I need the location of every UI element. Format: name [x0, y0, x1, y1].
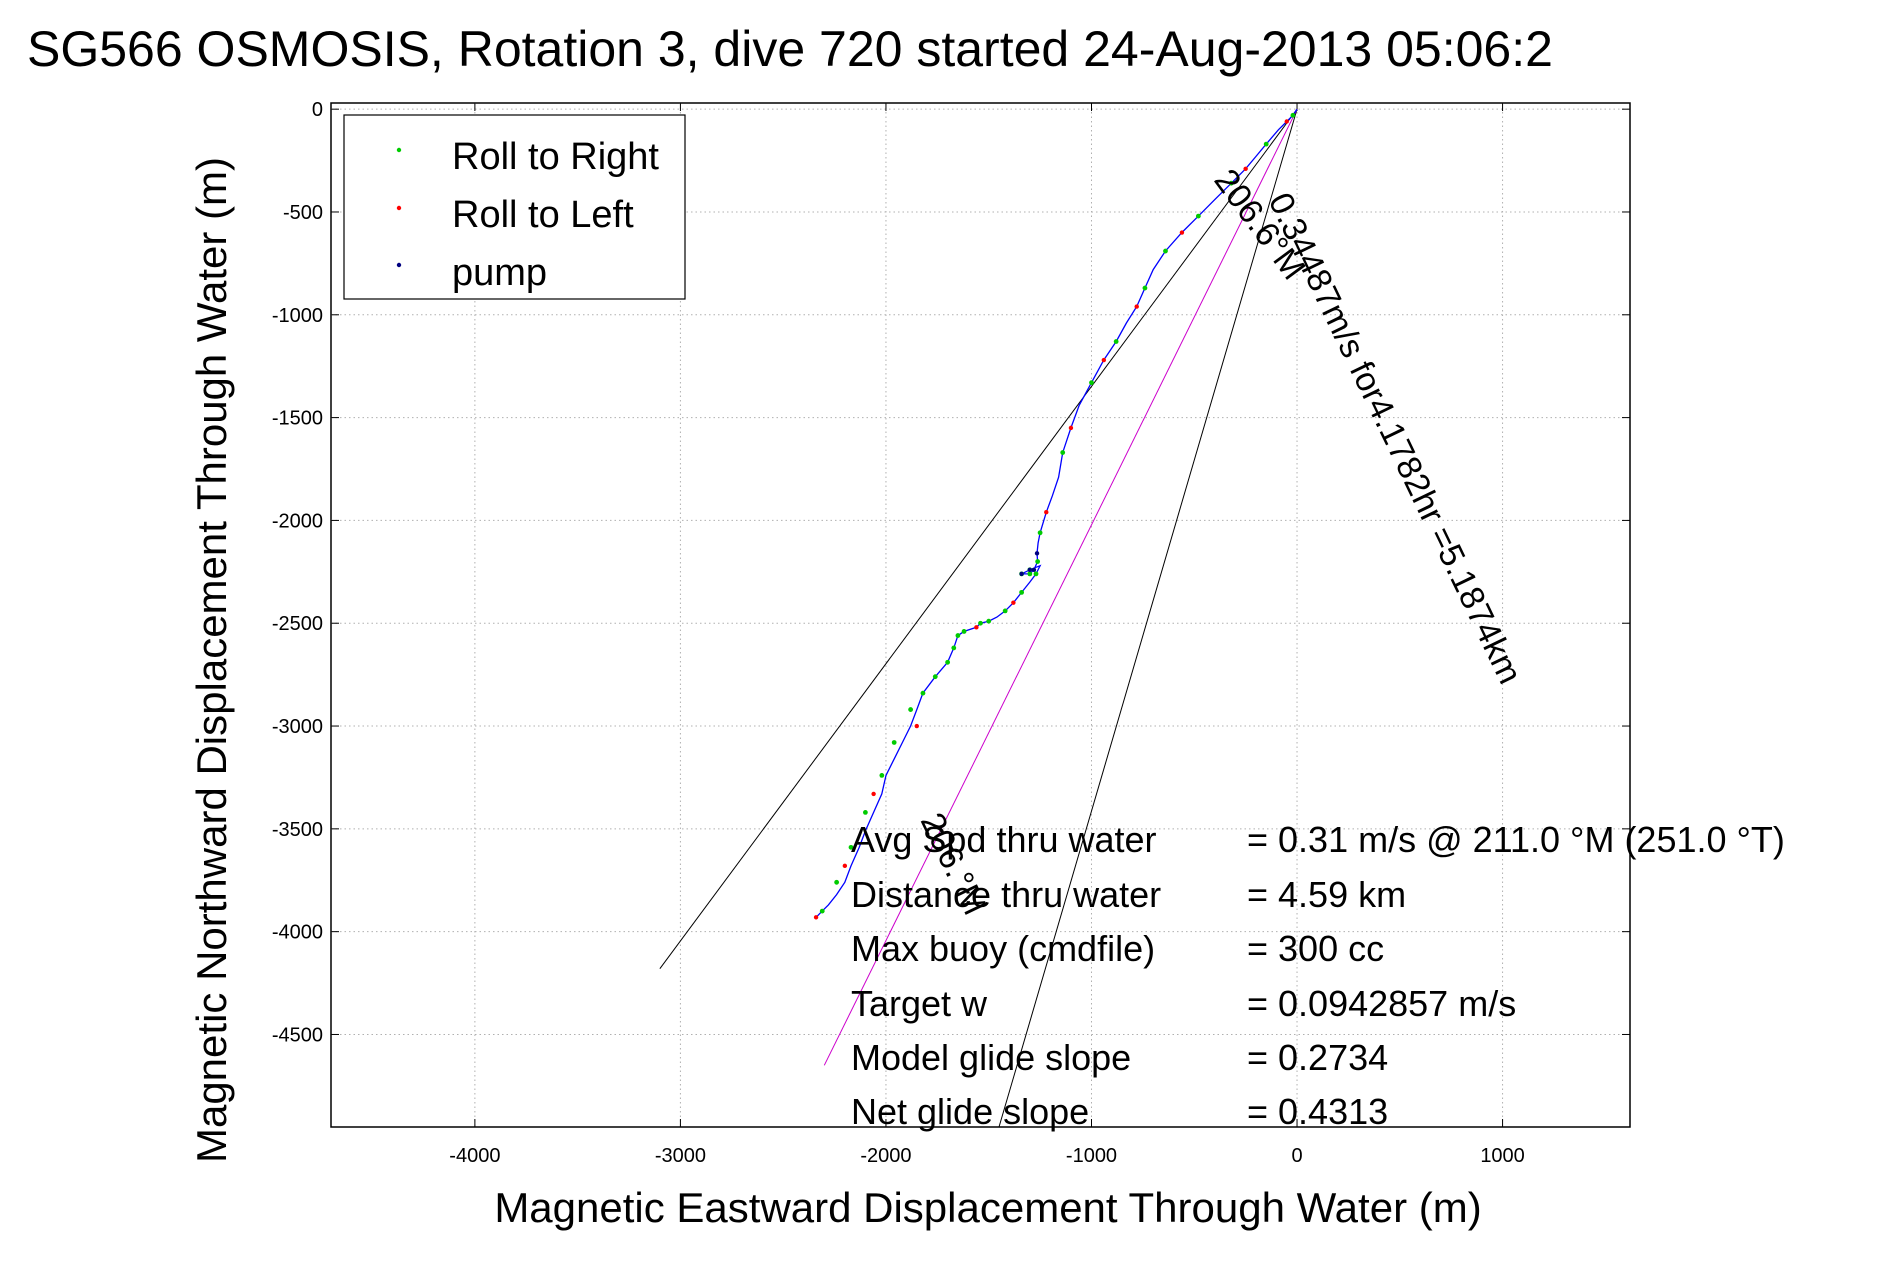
- stat-label-target-w: Target w: [851, 983, 988, 1024]
- pump-point: [1031, 567, 1037, 572]
- roll-right-point: [1060, 450, 1066, 455]
- y-tick-label: -1500: [272, 408, 323, 430]
- x-axis-ticks: -4000 -3000 -2000 -1000 0 1000: [449, 103, 1525, 1167]
- roll-right-point: [961, 629, 967, 634]
- y-tick-label: -3500: [272, 819, 323, 841]
- roll-left-point: [1068, 425, 1074, 431]
- stat-label-avg-speed: Avg Spd thru water: [851, 819, 1157, 860]
- stat-label-net-glide-slope: Net glide slope: [851, 1091, 1089, 1132]
- x-tick-label: 1000: [1480, 1145, 1525, 1167]
- roll-left-point: [871, 791, 876, 797]
- y-tick-label: -2500: [272, 613, 323, 635]
- y-tick-label: -4000: [272, 922, 323, 944]
- pump-point: [1034, 551, 1040, 556]
- y-axis-ticks: 0 -500 -1000 -1500 -2000 -2500 -3000 -3500 -4000…: [272, 99, 1630, 1046]
- roll-right-point: [908, 707, 914, 712]
- y-tick-label: -3000: [272, 716, 323, 738]
- reference-line-3: [823, 108, 1298, 1066]
- roll-right-point: [1290, 112, 1296, 118]
- roll-right-point: [879, 772, 885, 778]
- legend-label-pump: pump: [452, 252, 547, 294]
- roll-right-point: [1019, 589, 1025, 595]
- x-tick-label: -3000: [655, 1145, 706, 1167]
- track: [815, 108, 1298, 918]
- roll-right-point: [834, 879, 840, 885]
- y-tick-label: -1000: [272, 305, 323, 327]
- stats-panel: Avg Spd thru water = 0.31 m/s @ 211.0 °M…: [851, 819, 1785, 1132]
- reference-lines: [659, 108, 1298, 1128]
- roll-right-point: [1263, 141, 1269, 147]
- roll-right-point: [1195, 213, 1201, 219]
- roll-right-point: [978, 620, 983, 626]
- legend-marker-roll-right: [396, 147, 402, 153]
- reference-line-2: [998, 109, 1298, 1128]
- reference-line-1: [659, 108, 1298, 969]
- pump-point: [1019, 571, 1024, 577]
- stat-value-distance: = 4.59 km: [1247, 874, 1406, 915]
- roll-left-point: [842, 863, 848, 869]
- legend: Roll to Right Roll to Left pump: [343, 114, 686, 300]
- roll-left-point: [1134, 304, 1139, 309]
- track-line: [815, 108, 1298, 918]
- stat-label-max-buoy: Max buoy (cmdfile): [851, 928, 1155, 969]
- legend-label-roll-right: Roll to Right: [452, 136, 659, 178]
- x-tick-label: 0: [1291, 1145, 1302, 1167]
- roll-right-point: [1163, 248, 1168, 254]
- stat-value-max-buoy: = 300 cc: [1247, 928, 1384, 969]
- y-tick-label: -500: [283, 202, 323, 224]
- roll-right-point: [986, 618, 992, 624]
- roll-left-point: [1284, 119, 1289, 124]
- x-axis-label: Magnetic Eastward Displacement Through W…: [494, 1184, 1481, 1231]
- legend-marker-pump: [396, 262, 402, 268]
- roll-left-point: [1101, 357, 1107, 363]
- y-tick-label: -2000: [272, 510, 323, 532]
- stat-label-model-glide-slope: Model glide slope: [851, 1037, 1131, 1078]
- roll-right-point: [1037, 530, 1043, 536]
- chart-title: SG566 OSMOSIS, Rotation 3, dive 720 star…: [27, 21, 1553, 77]
- stat-label-distance: Distance thru water: [851, 874, 1161, 915]
- roll-right-point: [1027, 571, 1033, 577]
- roll-right-point: [1142, 285, 1148, 291]
- roll-right-point: [955, 633, 961, 638]
- roll-left-point: [1011, 600, 1016, 605]
- roll-right-point: [1228, 180, 1234, 186]
- roll-right-point: [1033, 571, 1039, 577]
- x-tick-label: -4000: [449, 1145, 500, 1167]
- roll-right-point: [1113, 339, 1119, 344]
- legend-marker-roll-left: [396, 205, 402, 211]
- roll-right-point: [932, 674, 938, 680]
- roll-left-point: [914, 723, 919, 729]
- y-tick-label: -4500: [272, 1024, 323, 1046]
- roll-left-point: [813, 915, 819, 920]
- pump-point: [1027, 567, 1033, 572]
- roll-left-point: [1179, 230, 1185, 235]
- roll-right-point: [862, 809, 868, 815]
- roll-right-point: [1002, 608, 1008, 614]
- y-axis-label: Magnetic Northward Displacement Through …: [188, 157, 235, 1163]
- x-tick-label: -2000: [860, 1145, 911, 1167]
- roll-left-point: [1044, 509, 1049, 515]
- roll-right-point: [1089, 380, 1094, 386]
- roll-right-point: [1035, 559, 1041, 564]
- markers: [813, 112, 1296, 920]
- roll-right-point: [891, 740, 897, 745]
- roll-right-point: [945, 659, 951, 665]
- x-tick-label: -1000: [1066, 1145, 1117, 1167]
- stat-value-net-glide-slope: = 0.4313: [1247, 1091, 1388, 1132]
- roll-left-point: [1243, 166, 1248, 171]
- y-tick-label: 0: [312, 99, 323, 121]
- stat-value-avg-speed: = 0.31 m/s @ 211.0 °M (251.0 °T): [1247, 819, 1785, 860]
- roll-right-point: [951, 645, 957, 651]
- roll-right-point: [819, 908, 825, 914]
- stat-value-target-w: = 0.0942857 m/s: [1247, 983, 1516, 1024]
- stat-value-model-glide-slope: = 0.2734: [1247, 1037, 1388, 1078]
- legend-label-roll-left: Roll to Left: [452, 194, 634, 236]
- roll-right-point: [920, 690, 926, 696]
- roll-left-point: [974, 625, 979, 630]
- roll-right-point: [848, 844, 854, 850]
